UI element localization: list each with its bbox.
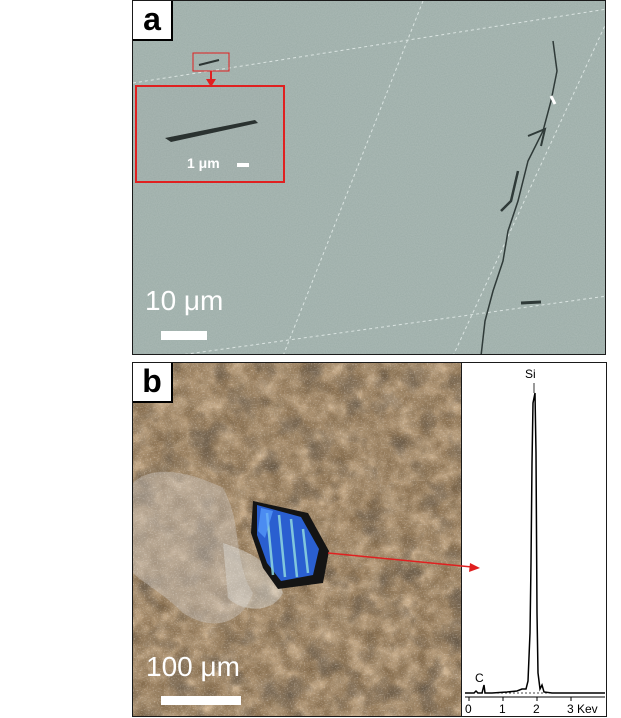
- scale-bar-b: [161, 696, 241, 705]
- spectrum-plot: Si C 0 1 2 3 Kev: [465, 367, 605, 716]
- sem-image-panel-a: 1 μm 10 μm a: [132, 0, 606, 355]
- scale-bar-a: [161, 331, 207, 340]
- crystal-grain: [251, 501, 329, 589]
- scale-label-b: 100 μm: [146, 651, 240, 682]
- optical-image-panel-b: 100 μm b: [132, 362, 462, 717]
- eds-spectrum: Si C 0 1 2 3 Kev: [461, 362, 607, 717]
- tick-label: 2: [533, 702, 540, 716]
- optical-image-texture: [133, 363, 461, 716]
- inset-image: [137, 87, 283, 181]
- inset-scale-label: 1 μm: [187, 155, 220, 171]
- panel-label-b: b: [133, 363, 173, 403]
- tick-label: 3 Kev: [567, 702, 598, 716]
- peak-label-c: C: [475, 671, 484, 685]
- spectrum-trace: [465, 392, 605, 694]
- inset-scale-bar: [237, 163, 249, 167]
- sem-image-texture: [133, 1, 605, 354]
- peak-label-si: Si: [525, 367, 536, 381]
- tick-label: 1: [499, 702, 506, 716]
- tick-label: 0: [465, 702, 472, 716]
- panel-label-a: a: [133, 1, 173, 41]
- scale-label-a: 10 μm: [145, 285, 224, 316]
- zoom-inset: 1 μm: [135, 85, 285, 183]
